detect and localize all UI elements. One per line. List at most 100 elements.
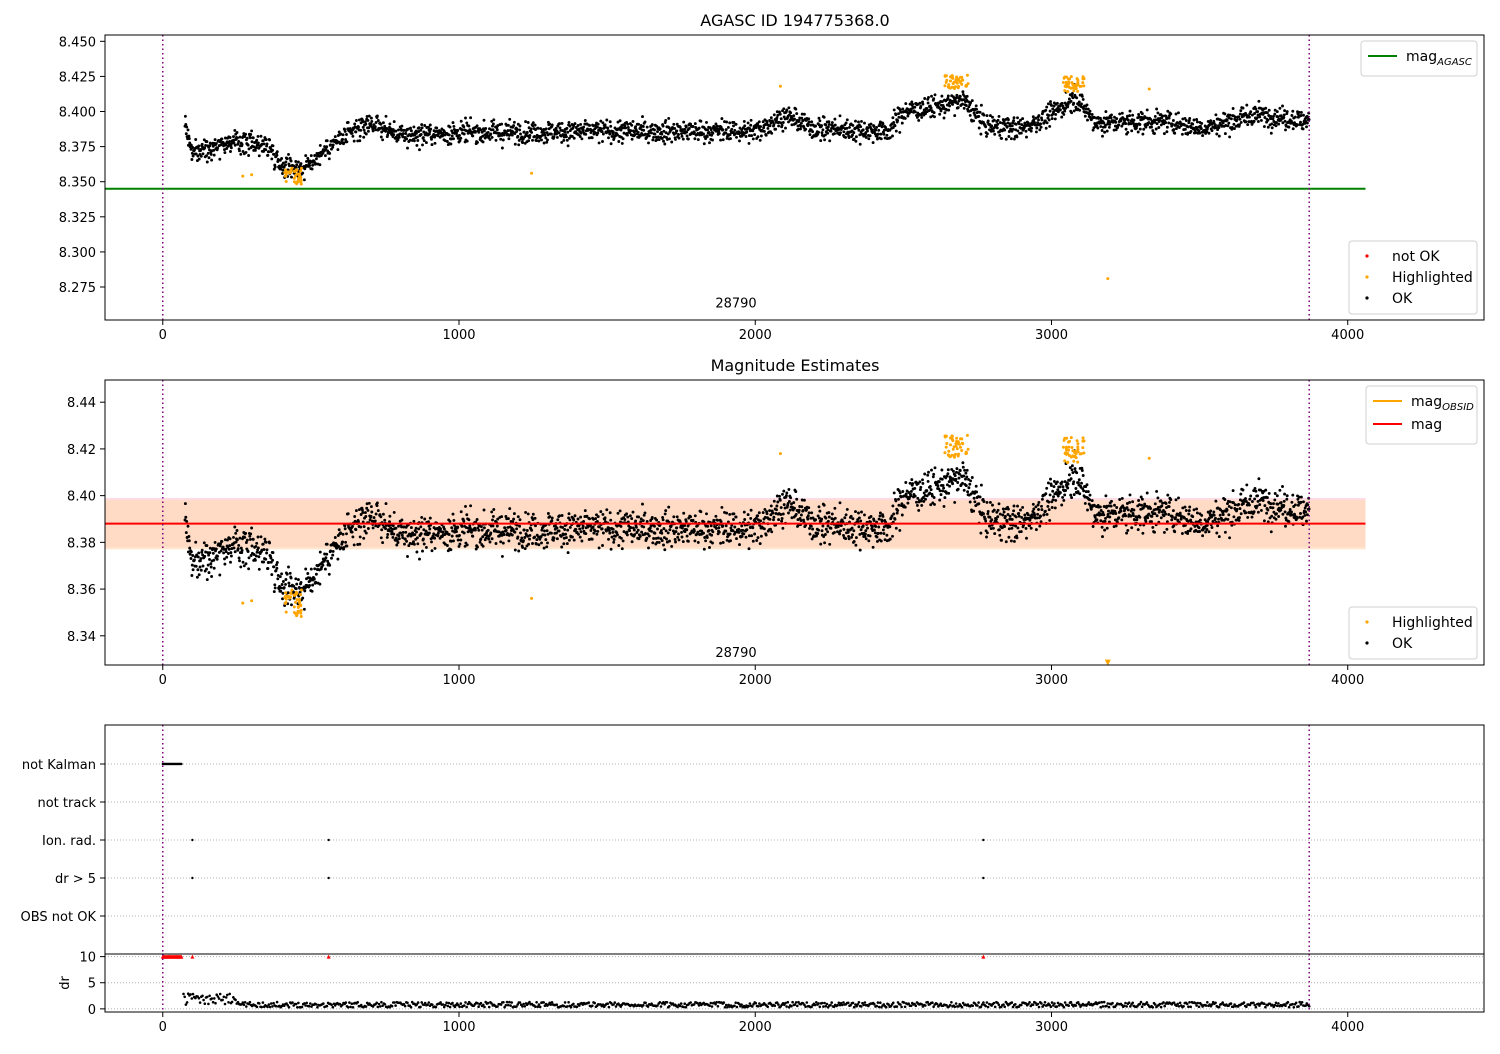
ok-point [428,532,431,535]
ok-point [1089,494,1092,497]
ok-point [230,146,233,149]
ok-point [351,535,354,538]
ok-point [738,543,741,546]
ok-point [608,133,611,136]
ok-point [1037,118,1040,121]
ok-point [926,474,929,477]
ok-point [464,505,467,508]
highlighted-point [955,76,958,79]
ok-point [201,143,204,146]
ok-point [577,124,580,127]
ok-point [550,532,553,535]
ok-point [527,121,530,124]
ok-point [662,125,665,128]
ok-point [379,123,382,126]
ok-point [973,500,976,503]
ok-point [504,526,507,529]
highlighted-point [961,79,964,82]
ok-point [185,531,188,534]
ok-point [1292,127,1295,130]
ok-point [1069,494,1072,497]
ok-point [297,161,300,164]
ok-point [639,535,642,538]
ok-point [1150,126,1153,129]
ok-point [1040,126,1043,129]
ok-point [834,124,837,127]
ok-point [517,143,520,146]
ok-point [326,543,329,546]
ok-point [190,158,193,161]
ok-point [951,103,954,106]
ok-point [743,124,746,127]
ok-point [449,126,452,129]
ok-point [1047,102,1050,105]
ok-point [402,132,405,135]
ok-point [1017,512,1020,515]
ok-point [601,513,604,516]
ok-point [1141,112,1144,115]
ok-point [519,132,522,135]
ok-point [857,126,860,129]
ok-point [1256,116,1259,119]
ok-point [236,538,239,541]
ok-point [364,511,367,514]
ok-point [850,515,853,518]
ok-point [194,541,197,544]
ok-point [313,578,316,581]
ok-point [1226,119,1229,122]
ok-point [353,515,356,518]
ok-point [954,474,957,477]
ok-point [720,506,723,509]
ok-point [236,137,239,140]
ok-point [947,95,950,98]
ok-point [544,538,547,541]
ok-point [772,512,775,515]
ok-point [821,529,824,532]
highlighted-point [1062,81,1065,84]
ok-point [344,541,347,544]
ok-point [190,557,193,560]
ok-point [410,129,413,132]
ok-point [698,127,701,130]
ok-point [1125,128,1128,131]
ok-point [839,114,842,117]
ok-point [634,125,637,128]
ok-point [194,138,197,141]
ok-point [483,526,486,529]
ok-point [251,140,254,143]
ok-point [1044,510,1047,513]
highlighted-point [1082,84,1085,87]
ok-point [929,485,932,488]
ok-point [859,549,862,552]
ok-point [1025,527,1028,530]
ok-point [1025,537,1028,540]
ok-point [1263,125,1266,128]
ok-point [1001,514,1004,517]
ok-point [930,95,933,98]
ok-point [234,532,237,535]
ok-point [206,578,209,581]
ok-point [208,551,211,554]
ok-point [531,139,534,142]
ok-point [1141,133,1144,136]
ok-point [626,531,629,534]
ok-point [1035,528,1038,531]
ok-point [656,130,659,133]
ok-point [660,532,663,535]
ok-point [434,142,437,145]
ok-point [477,529,480,532]
ok-point [255,542,258,545]
ok-point [831,121,834,124]
ok-point [681,536,684,539]
ok-point [733,129,736,132]
ok-point [373,516,376,519]
ok-point [704,539,707,542]
ok-point [946,472,949,475]
ok-point [392,533,395,536]
ok-point [875,126,878,129]
ok-point [1016,116,1019,119]
ok-point [413,139,416,142]
legend-label: Highlighted [1392,270,1473,286]
highlighted-point [947,83,950,86]
